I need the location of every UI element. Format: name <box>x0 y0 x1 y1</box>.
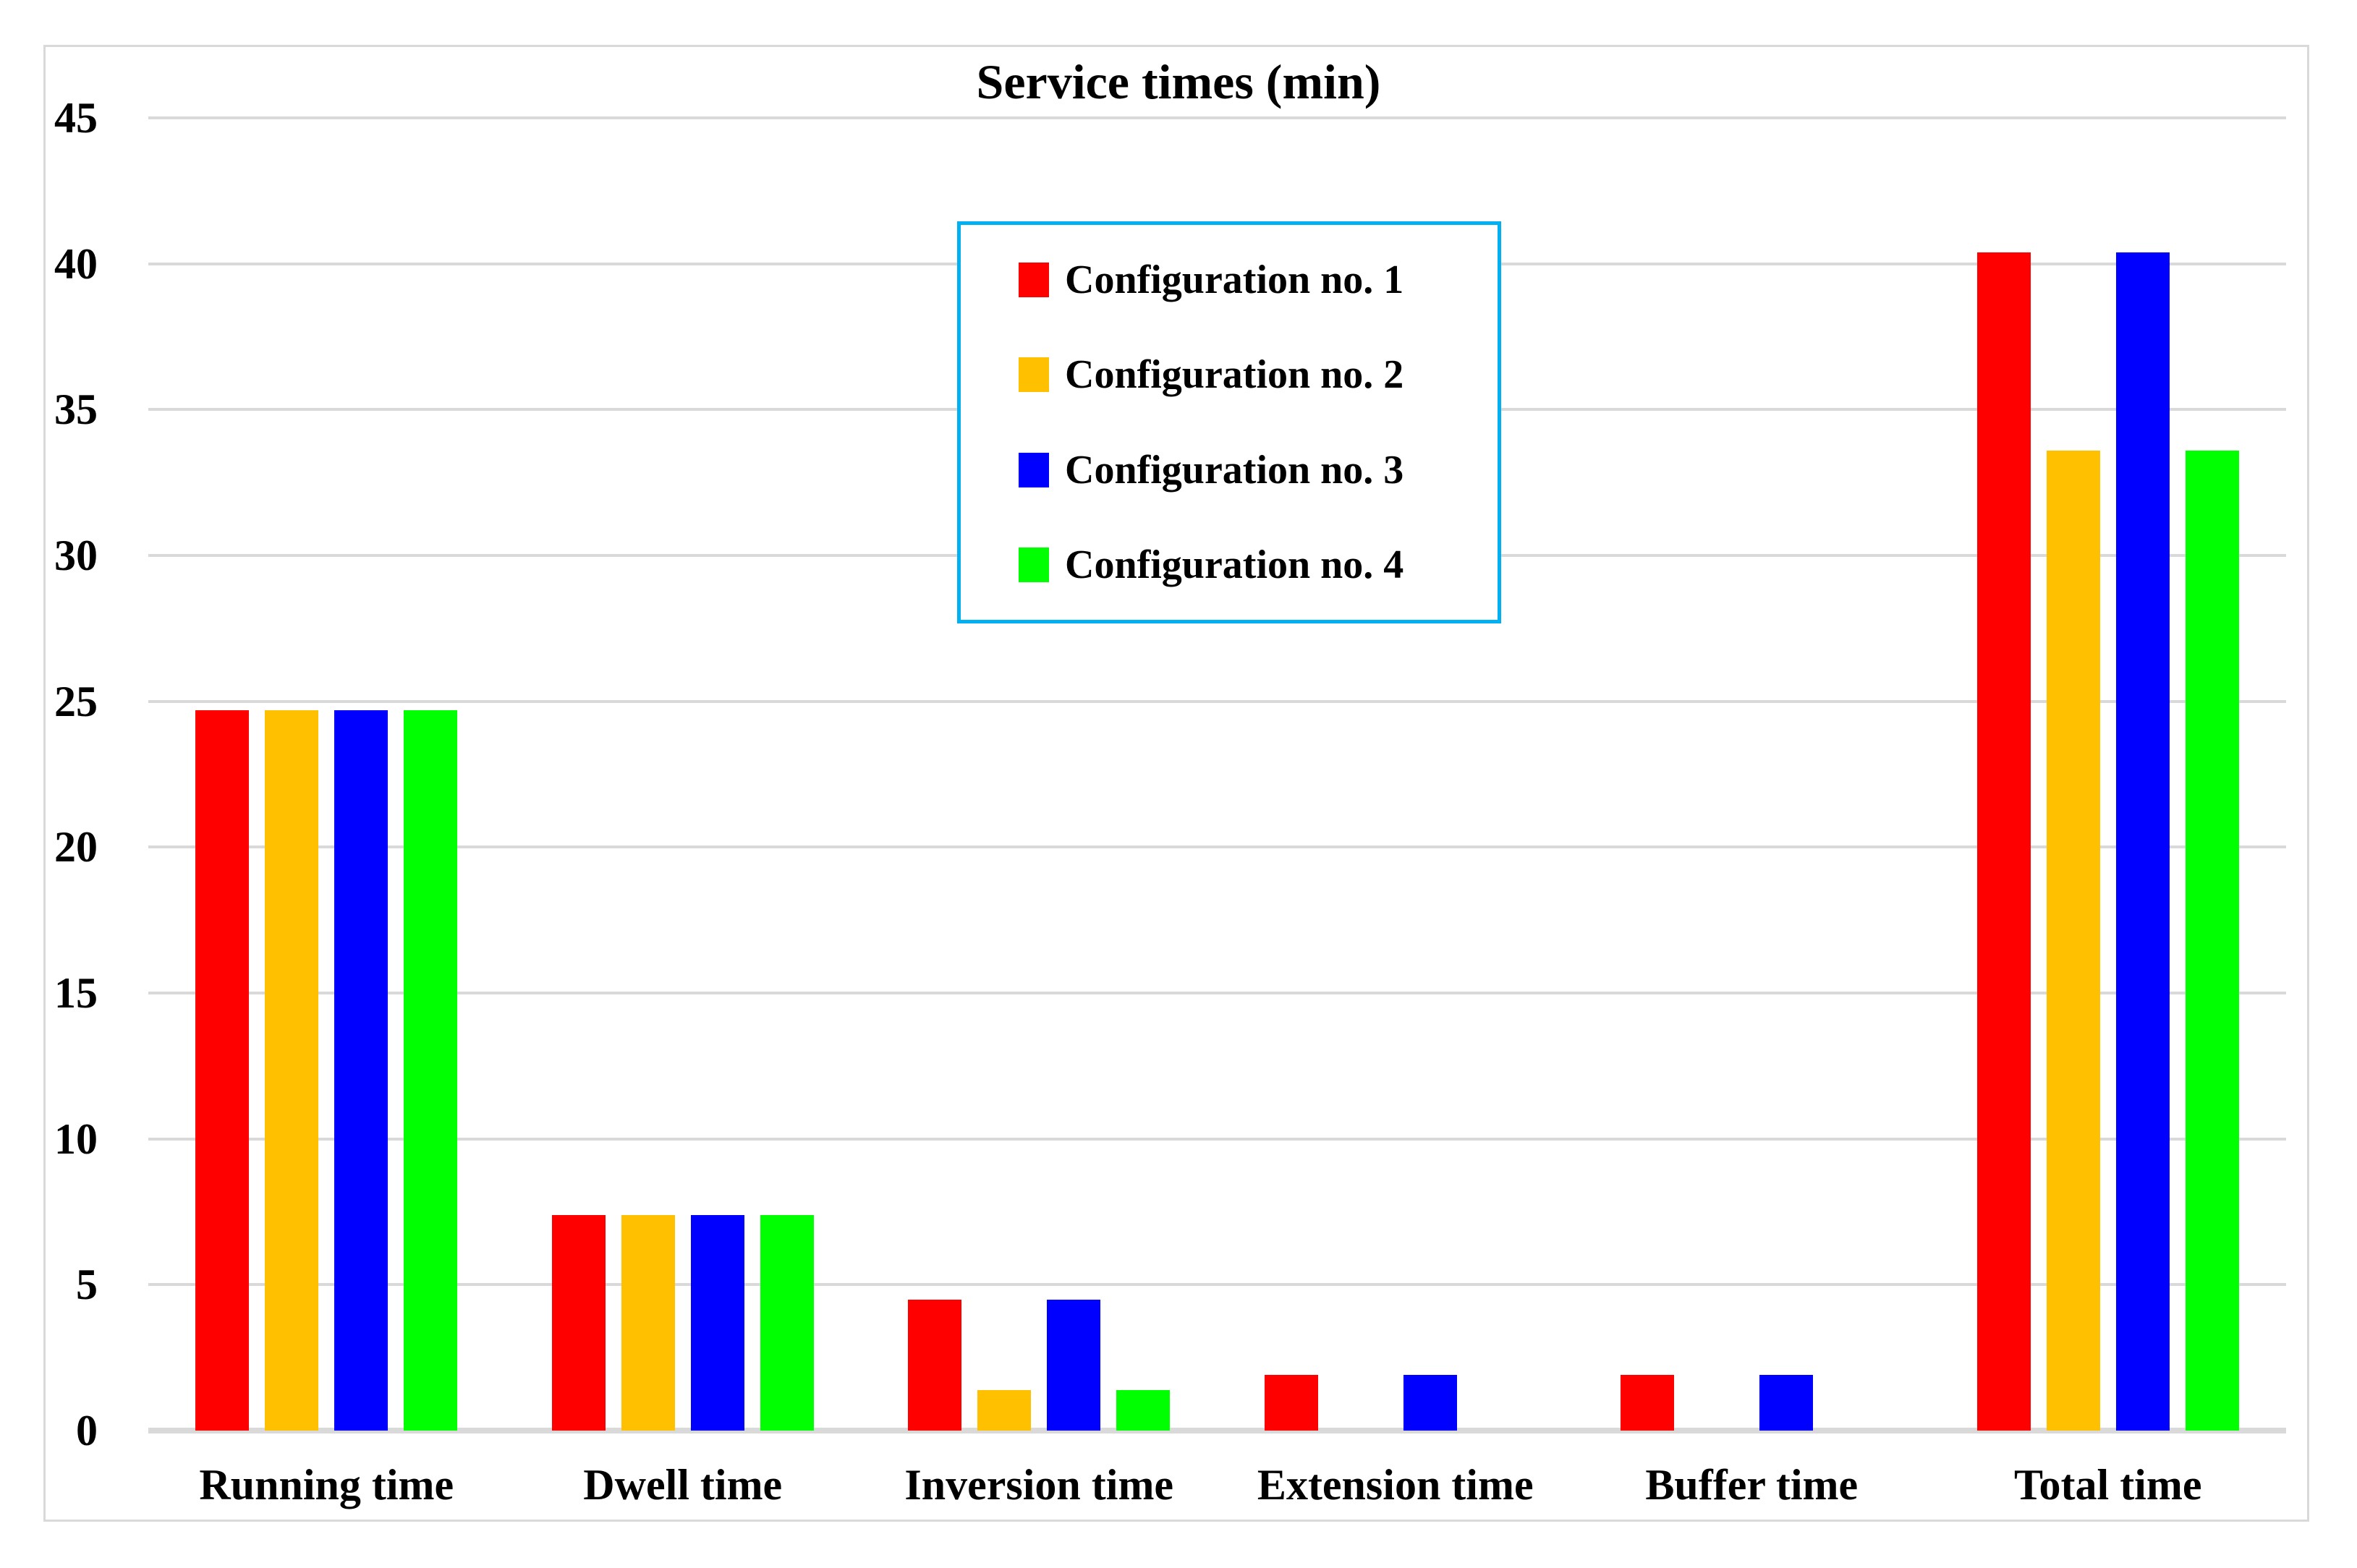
bar-series4-dwell-time <box>760 1214 814 1431</box>
gridline-20 <box>148 845 2286 849</box>
bar-series1-dwell-time <box>551 1214 606 1431</box>
bar-series1-total-time <box>1976 252 2031 1431</box>
bar-series3-running-time <box>334 710 388 1431</box>
bar-series2-inversion-time <box>977 1389 1032 1431</box>
x-category-label-running-time: Running time <box>199 1461 454 1509</box>
bar-series1-running-time <box>195 710 250 1431</box>
legend-label: Configuration no. 1 <box>1065 257 1404 302</box>
y-tick-label-40: 40 <box>54 239 98 288</box>
legend-item-1: Configuration no. 1 <box>1019 260 1498 300</box>
bar-series1-buffer-time <box>1621 1375 1675 1431</box>
bar-series4-inversion-time <box>1116 1389 1171 1431</box>
bar-series2-dwell-time <box>621 1214 675 1431</box>
bar-series3-total-time <box>2115 252 2170 1431</box>
y-tick-label-15: 15 <box>54 969 98 1017</box>
legend-swatch-icon <box>1019 357 1049 393</box>
gridline-25 <box>148 699 2286 703</box>
gridline-5 <box>148 1283 2286 1287</box>
x-category-label-buffer-time: Buffer time <box>1645 1461 1859 1509</box>
bar-series3-extension-time <box>1403 1375 1457 1431</box>
legend-label: Configuration no. 3 <box>1065 447 1404 493</box>
y-tick-label-0: 0 <box>76 1407 98 1454</box>
y-tick-label-30: 30 <box>54 532 98 579</box>
bar-series3-buffer-time <box>1759 1375 1814 1431</box>
y-tick-label-25: 25 <box>54 677 98 725</box>
legend-swatch-icon <box>1019 547 1049 583</box>
bar-series4-running-time <box>404 710 458 1431</box>
legend: Configuration no. 1 Configuration no. 2 Co… <box>957 221 1501 623</box>
y-tick-label-20: 20 <box>54 823 98 872</box>
legend-label: Configuration no. 4 <box>1065 542 1404 588</box>
bar-series4-total-time <box>2185 450 2239 1431</box>
legend-swatch-icon <box>1019 452 1049 487</box>
y-tick-label-5: 5 <box>76 1261 98 1309</box>
bar-series3-dwell-time <box>690 1214 744 1431</box>
gridline-15 <box>148 992 2286 994</box>
bar-series2-running-time <box>265 710 319 1431</box>
legend-item-3: Configuration no. 3 <box>1019 450 1498 490</box>
y-tick-label-35: 35 <box>54 385 98 434</box>
gridline-10 <box>148 1137 2286 1141</box>
legend-item-4: Configuration no. 4 <box>1019 545 1498 585</box>
legend-label: Configuration no. 2 <box>1065 352 1404 398</box>
y-tick-label-45: 45 <box>54 94 98 142</box>
legend-swatch-icon <box>1019 262 1049 297</box>
bar-series2-total-time <box>2046 450 2100 1431</box>
x-category-label-total-time: Total time <box>2014 1461 2202 1509</box>
bar-series1-extension-time <box>1264 1375 1318 1431</box>
x-category-label-inversion-time: Inversion time <box>904 1461 1174 1509</box>
bar-series3-inversion-time <box>1047 1299 1101 1431</box>
x-axis-line <box>148 1428 2286 1433</box>
gridline-45 <box>148 116 2286 119</box>
y-tick-label-10: 10 <box>54 1115 98 1163</box>
legend-item-2: Configuration no. 2 <box>1019 354 1498 395</box>
x-category-label-extension-time: Extension time <box>1257 1461 1534 1509</box>
x-category-label-dwell-time: Dwell time <box>583 1461 783 1509</box>
bar-series1-inversion-time <box>908 1299 962 1431</box>
chart-title: Service times (min) <box>976 54 1381 109</box>
